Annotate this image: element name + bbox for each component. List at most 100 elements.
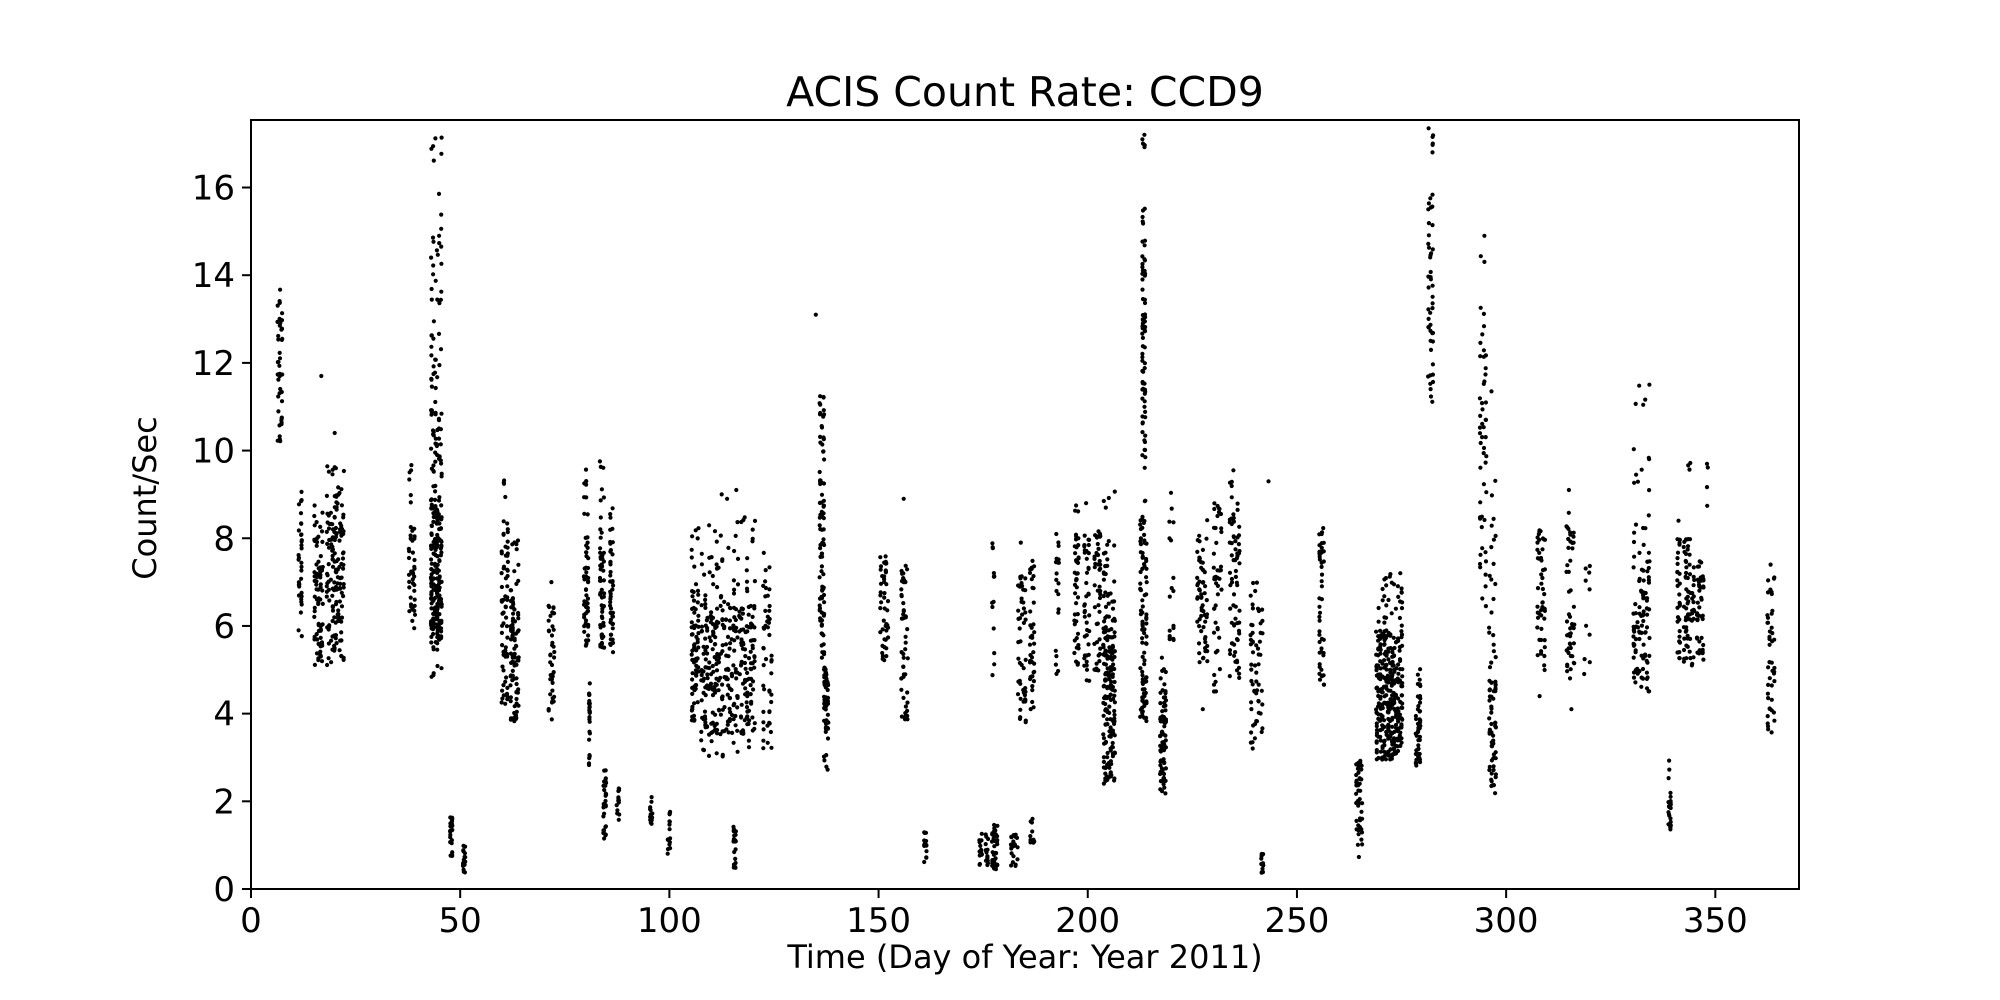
data-point bbox=[337, 527, 343, 532]
data-point bbox=[767, 709, 772, 715]
data-point bbox=[1140, 355, 1145, 360]
data-point bbox=[439, 226, 444, 231]
data-point bbox=[299, 546, 304, 551]
data-point bbox=[433, 489, 438, 494]
data-point bbox=[510, 611, 516, 616]
data-point bbox=[1142, 658, 1147, 663]
data-point bbox=[1084, 659, 1089, 664]
data-point bbox=[1142, 243, 1147, 248]
data-point bbox=[1477, 431, 1483, 436]
data-point bbox=[1766, 696, 1771, 701]
data-point bbox=[297, 584, 302, 589]
data-point bbox=[608, 515, 613, 520]
data-point bbox=[1641, 618, 1646, 624]
data-point bbox=[335, 612, 340, 617]
data-point bbox=[1359, 777, 1364, 782]
data-point bbox=[1700, 616, 1705, 622]
data-point bbox=[740, 681, 746, 686]
data-point bbox=[725, 722, 730, 727]
data-point bbox=[333, 633, 338, 638]
data-point bbox=[742, 677, 748, 683]
data-point bbox=[552, 655, 557, 660]
data-point bbox=[439, 550, 444, 555]
data-point bbox=[1101, 759, 1106, 765]
data-point bbox=[740, 611, 746, 616]
data-point bbox=[694, 683, 699, 688]
data-point bbox=[1142, 268, 1147, 273]
data-point bbox=[819, 564, 825, 569]
data-point bbox=[1197, 533, 1202, 538]
data-point bbox=[1140, 687, 1145, 692]
data-point bbox=[503, 576, 508, 581]
data-point bbox=[901, 601, 906, 606]
data-point bbox=[505, 568, 510, 573]
data-point bbox=[1142, 366, 1147, 371]
data-point bbox=[703, 648, 708, 653]
data-point bbox=[696, 631, 701, 636]
x-tick-label: 350 bbox=[1683, 901, 1748, 941]
data-point bbox=[746, 708, 752, 713]
data-point bbox=[766, 620, 772, 625]
data-point bbox=[1229, 541, 1234, 546]
data-point bbox=[1259, 688, 1264, 693]
data-point bbox=[1632, 642, 1637, 648]
data-point bbox=[1013, 862, 1018, 867]
data-point bbox=[899, 568, 904, 574]
data-point bbox=[733, 723, 738, 728]
data-point bbox=[1142, 630, 1147, 636]
data-point bbox=[1380, 598, 1385, 603]
data-point bbox=[333, 525, 338, 531]
data-point bbox=[1082, 663, 1087, 668]
data-point bbox=[734, 487, 739, 493]
data-point bbox=[737, 615, 743, 620]
data-point bbox=[1400, 643, 1405, 648]
data-point bbox=[332, 514, 337, 520]
data-point bbox=[434, 248, 439, 253]
data-point bbox=[550, 624, 555, 629]
data-point bbox=[1430, 150, 1435, 155]
data-point bbox=[435, 624, 440, 629]
data-point bbox=[1426, 241, 1431, 246]
data-point bbox=[1643, 397, 1648, 402]
data-point bbox=[729, 637, 734, 642]
data-point bbox=[1430, 192, 1435, 197]
data-point bbox=[1390, 659, 1395, 665]
data-point bbox=[435, 663, 440, 669]
data-point bbox=[1086, 551, 1091, 556]
data-point bbox=[585, 512, 590, 517]
data-point bbox=[1399, 623, 1404, 628]
data-point bbox=[433, 459, 438, 464]
data-point bbox=[1537, 537, 1542, 542]
data-point bbox=[1140, 265, 1145, 270]
data-point bbox=[767, 720, 772, 725]
data-point bbox=[436, 418, 442, 423]
data-point bbox=[1112, 618, 1117, 623]
data-point bbox=[550, 680, 555, 686]
data-point bbox=[1382, 633, 1387, 638]
data-point bbox=[1765, 724, 1771, 729]
data-point bbox=[1701, 657, 1706, 662]
data-point bbox=[316, 534, 321, 539]
data-point bbox=[1430, 301, 1435, 306]
data-point bbox=[610, 650, 616, 655]
data-point bbox=[696, 624, 701, 629]
data-point bbox=[1101, 755, 1106, 760]
data-point bbox=[1396, 671, 1401, 676]
data-point bbox=[1101, 684, 1106, 689]
data-point bbox=[1414, 716, 1419, 722]
data-point bbox=[1483, 550, 1488, 555]
data-point bbox=[326, 545, 332, 550]
data-point bbox=[881, 618, 886, 623]
data-point bbox=[821, 449, 826, 454]
data-point bbox=[1637, 629, 1642, 634]
data-point bbox=[583, 587, 589, 592]
data-point bbox=[1571, 641, 1576, 646]
data-point bbox=[1587, 570, 1592, 575]
data-point bbox=[1138, 542, 1143, 547]
data-point bbox=[1097, 534, 1102, 539]
data-point bbox=[1236, 665, 1242, 670]
data-point bbox=[584, 570, 589, 575]
data-point bbox=[1138, 707, 1143, 712]
data-point bbox=[699, 678, 704, 683]
data-point bbox=[1084, 633, 1089, 638]
